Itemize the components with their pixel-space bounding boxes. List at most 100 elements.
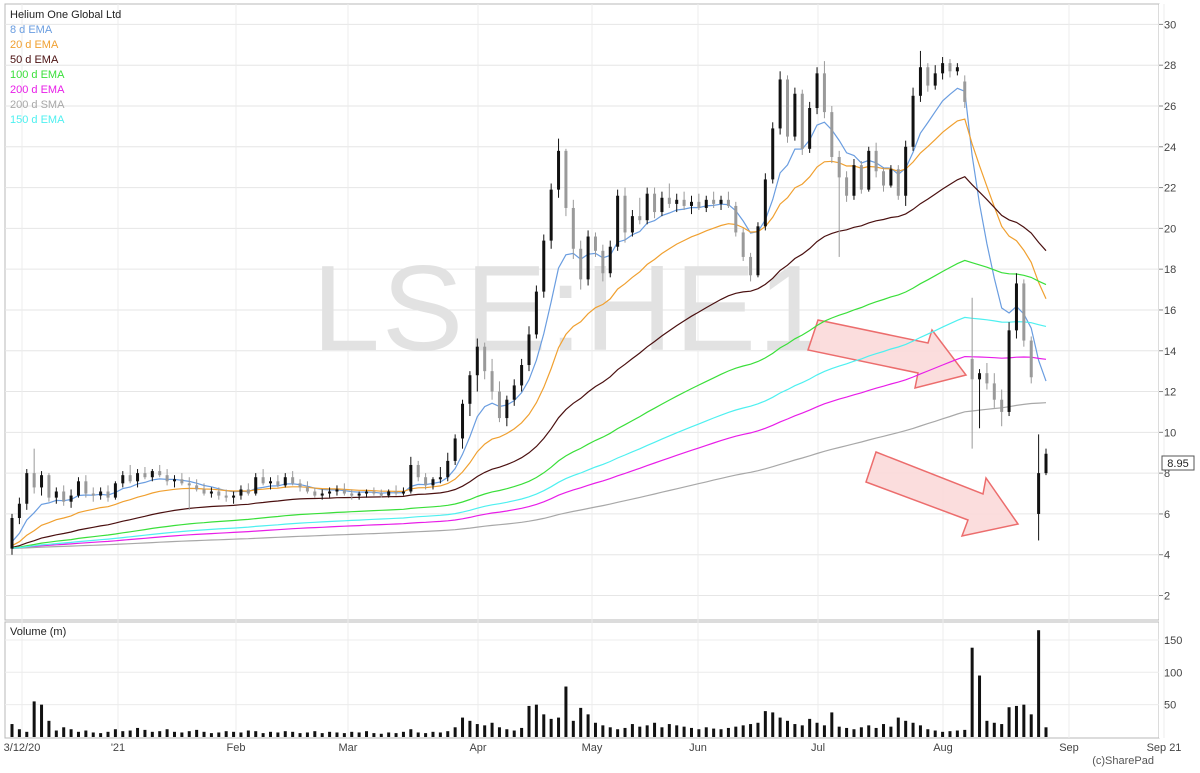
candle-body <box>25 473 29 504</box>
candle-body <box>195 485 199 490</box>
volume-bar <box>527 705 531 737</box>
candle <box>867 146 871 192</box>
candle <box>904 140 908 206</box>
volume-bar <box>638 726 642 737</box>
volume-bar <box>291 731 295 737</box>
candle-body <box>461 403 465 439</box>
candle <box>719 195 723 211</box>
price-tick-label: 4 <box>1164 550 1170 562</box>
volume-bar <box>276 732 280 737</box>
candle <box>793 87 797 141</box>
volume-bar <box>808 718 812 737</box>
candle-body <box>291 477 295 484</box>
candle <box>283 473 287 488</box>
candle-body <box>970 358 974 380</box>
volume-bar <box>822 725 826 737</box>
candle-body <box>217 491 221 496</box>
candle <box>948 59 952 78</box>
legend-item: 200 d SMA <box>10 99 65 111</box>
candle <box>933 65 937 90</box>
volume-bar <box>889 726 893 737</box>
candle-body <box>424 477 428 486</box>
volume-bar <box>394 733 398 737</box>
candle-body <box>468 375 472 404</box>
candle <box>682 191 686 211</box>
volume-bar <box>91 732 95 737</box>
candle-body <box>756 226 760 276</box>
candle <box>512 379 516 406</box>
candle-body <box>143 473 147 478</box>
candle-body <box>926 67 930 86</box>
volume-bar <box>1037 630 1041 737</box>
candle <box>926 63 930 92</box>
candle-body <box>40 475 44 488</box>
candle-body <box>564 150 568 208</box>
candle <box>778 71 782 135</box>
time-tick-label: 3/12/20 <box>4 742 41 754</box>
candle-body <box>1022 283 1026 341</box>
candle <box>985 362 989 390</box>
candle-body <box>128 475 132 482</box>
candle <box>490 358 494 400</box>
candle-body <box>712 199 716 204</box>
candle-body <box>579 248 583 280</box>
volume-bar <box>704 727 708 737</box>
volume-bar <box>749 724 753 737</box>
candle-body <box>91 493 95 496</box>
legend-item: 100 d EMA <box>10 69 65 81</box>
volume-bar <box>246 730 250 737</box>
candle-body <box>542 240 546 292</box>
candle-body <box>69 495 73 502</box>
candle-body <box>941 63 945 74</box>
candle <box>158 464 162 478</box>
volume-bar <box>446 731 450 737</box>
price-tick-label: 12 <box>1164 387 1176 399</box>
candle-body <box>904 146 908 196</box>
time-tick-label: Jul <box>811 742 825 754</box>
candle <box>978 369 982 429</box>
candle <box>749 252 753 282</box>
candle <box>313 487 317 498</box>
volume-bar <box>800 725 804 737</box>
volume-bar <box>320 733 324 737</box>
candle <box>771 122 775 184</box>
candle-body <box>446 460 450 478</box>
volume-bar <box>305 732 309 737</box>
candle-body <box>106 491 110 498</box>
candle <box>845 171 849 202</box>
legend-item: 200 d EMA <box>10 84 65 96</box>
candle <box>918 50 922 102</box>
volume-bar <box>32 701 36 737</box>
candle <box>32 448 36 494</box>
candle <box>1007 322 1011 417</box>
volume-bar <box>586 714 590 737</box>
candle-body <box>305 487 309 492</box>
volume-bar <box>313 731 317 737</box>
candle-body <box>320 493 324 496</box>
volume-bar <box>712 728 716 737</box>
candle <box>150 469 154 482</box>
volume-bar <box>786 720 789 737</box>
candle-body <box>453 438 457 461</box>
candle <box>911 87 915 151</box>
volume-bar <box>76 731 80 737</box>
volume-bar <box>630 724 634 737</box>
candle <box>586 230 590 286</box>
legend: 8 d EMA 20 d EMA 50 d EMA 100 d EMA 200 d EM… <box>10 24 65 126</box>
candle-body <box>527 334 531 366</box>
candle <box>741 228 745 262</box>
time-tick-label: May <box>582 742 603 754</box>
volume-bar <box>483 725 487 737</box>
candle <box>379 489 383 498</box>
candle-body <box>10 518 14 549</box>
volume-bar <box>741 725 745 737</box>
volume-bar <box>136 727 140 737</box>
volume-bar <box>40 704 44 737</box>
volume-bar <box>335 732 339 737</box>
volume-tick-label: 50 <box>1164 700 1176 712</box>
candle-body <box>62 491 66 502</box>
candle-body <box>800 93 804 149</box>
candle-body <box>571 207 575 249</box>
candle-body <box>1000 399 1004 412</box>
time-tick-label: Apr <box>469 742 486 754</box>
